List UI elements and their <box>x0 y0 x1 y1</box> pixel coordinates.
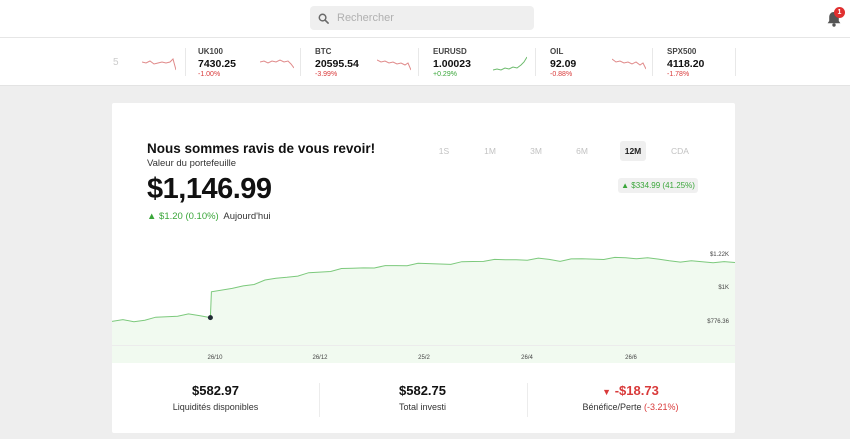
ticker-price: 20595.54 <box>315 58 359 70</box>
triangle-up-icon: ▲ <box>621 181 630 190</box>
greeting-title: Nous sommes ravis de vous revoir! <box>147 141 376 156</box>
day-change-label: Aujourd'hui <box>223 211 271 222</box>
stat-cash: $582.97 Liquidités disponibles <box>112 375 319 425</box>
ticker-divider <box>535 48 536 76</box>
sparkline <box>377 59 411 71</box>
ticker-change: -1.00% <box>198 71 221 78</box>
tab-6m[interactable]: 6M <box>576 146 588 156</box>
day-change: ▲ $1.20 (0.10%) Aujourd'hui <box>147 211 271 222</box>
x-tick-label: 26/10 <box>207 355 223 361</box>
tab-1m[interactable]: 1M <box>484 146 496 156</box>
stat-divider <box>319 383 320 417</box>
ticker-divider <box>418 48 419 76</box>
period-change-badge: ▲ $334.99 (41.25%) <box>618 178 698 193</box>
ticker-change: -1.78% <box>667 71 690 78</box>
chart-divider <box>112 345 735 346</box>
x-axis: 26/10 26/12 25/2 26/4 26/6 <box>112 355 735 367</box>
ticker-name: UK100 <box>198 47 223 56</box>
x-tick-label: 25/2 <box>418 355 430 361</box>
stat-profit-loss: ▼ -$18.73 Bénéfice/Perte (-3.21%) <box>527 375 734 425</box>
ticker-name: BTC <box>315 47 332 56</box>
profit-loss-label: Bénéfice/Perte <box>582 402 642 412</box>
period-change-value: $334.99 (41.25%) <box>631 181 695 190</box>
profit-loss-pct: (-3.21%) <box>644 402 679 412</box>
portfolio-chart[interactable] <box>112 243 735 363</box>
ticker-change: -0.88% <box>550 71 573 78</box>
ticker-price: 4118.20 <box>667 58 705 70</box>
x-tick-label: 26/12 <box>312 355 328 361</box>
tab-cda[interactable]: CDA <box>671 146 689 156</box>
day-change-amount: $1.20 (0.10%) <box>159 211 219 222</box>
sparkline <box>260 59 294 69</box>
stat-divider <box>527 383 528 417</box>
ticker-divider <box>300 48 301 76</box>
search-icon <box>318 13 329 24</box>
triangle-up-icon: ▲ <box>147 211 157 222</box>
sparkline <box>612 58 646 70</box>
chart-marker <box>207 315 213 321</box>
stat-label: Liquidités disponibles <box>172 402 259 412</box>
market-ticker: 5 UK100 7430.25 -1.00% BTC 20595.54 -3.9… <box>0 38 850 86</box>
tab-1s[interactable]: 1S <box>438 146 450 156</box>
ticker-change: +0.29% <box>433 71 457 78</box>
y-tick-label: $1.22K <box>709 252 729 258</box>
stats-row: $582.97 Liquidités disponibles $582.75 T… <box>112 375 735 425</box>
search-input[interactable] <box>337 12 517 24</box>
portfolio-subtitle: Valeur du portefeuille <box>147 158 237 169</box>
ticker-name: OIL <box>550 47 564 56</box>
ticker-divider <box>652 48 653 76</box>
x-tick-label: 26/6 <box>625 355 637 361</box>
tab-3m[interactable]: 3M <box>530 146 542 156</box>
stat-invested: $582.75 Total investi <box>319 375 526 425</box>
portfolio-card: Nous sommes ravis de vous revoir! Valeur… <box>112 103 735 433</box>
search-box[interactable] <box>310 6 534 30</box>
triangle-down-icon: ▼ <box>602 387 612 397</box>
x-tick-label: 26/4 <box>521 355 533 361</box>
top-bar: 1 <box>0 0 850 38</box>
stat-label: Bénéfice/Perte (-3.21%) <box>527 402 734 412</box>
chart-line <box>112 256 735 323</box>
stat-value: $582.97 <box>192 383 239 398</box>
ticker-divider <box>185 48 186 76</box>
portfolio-value: $1,146.99 <box>147 173 272 205</box>
stat-label: Total investi <box>398 402 447 412</box>
sparkline <box>493 56 527 71</box>
ticker-price: 1.00023 <box>433 58 471 70</box>
ticker-change: -3.99% <box>315 71 338 78</box>
profit-loss-value: -$18.73 <box>614 383 659 398</box>
notification-badge: 1 <box>834 7 845 18</box>
ticker-price: 7430.25 <box>198 58 236 70</box>
y-tick-label: $776.36 <box>707 319 729 325</box>
stat-value: $582.75 <box>399 383 446 398</box>
tab-12m[interactable]: 12M <box>620 141 646 161</box>
chart-area <box>112 257 735 363</box>
ticker-partial-item: 5 <box>113 57 119 68</box>
ticker-name: SPX500 <box>667 47 697 56</box>
y-tick-label: $1K <box>718 285 729 291</box>
ticker-name: EURUSD <box>433 47 467 56</box>
sparkline-partial <box>142 58 176 71</box>
ticker-divider <box>735 48 736 76</box>
ticker-price: 92.09 <box>550 58 577 70</box>
stat-value: ▼ -$18.73 <box>527 383 734 398</box>
